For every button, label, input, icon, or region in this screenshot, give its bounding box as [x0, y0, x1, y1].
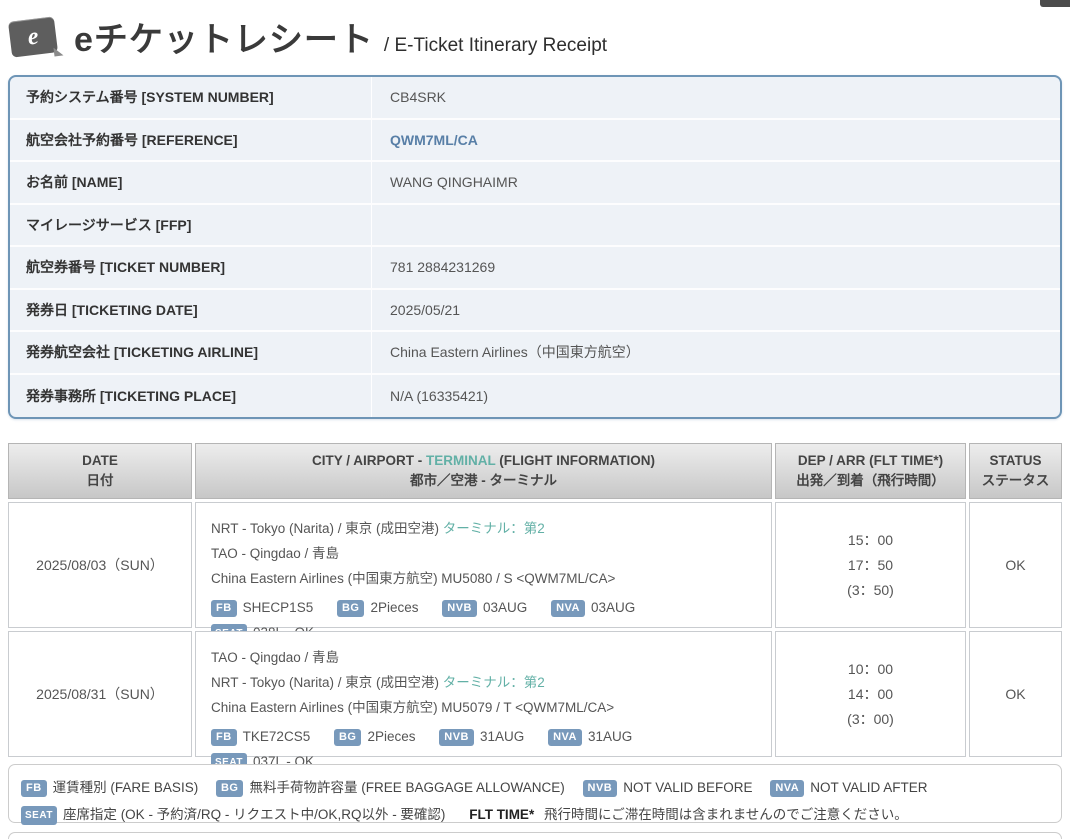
page-title-ja: eチケットレシート: [74, 21, 374, 59]
nva-legend-text: NOT VALID AFTER: [810, 780, 928, 795]
seat-legend-text: 座席指定 (OK - 予約済/RQ - リクエスト中/OK,RQ以外 - 要確認…: [62, 807, 446, 822]
baggage-value: 2Pieces: [367, 729, 416, 744]
departure-time: 10：00: [847, 660, 894, 677]
nva-value: 03AUG: [590, 600, 636, 615]
flight-2-info: TAO - Qingdao / 青島 NRT - Tokyo (Narita) …: [195, 631, 772, 772]
flight-2-times: 10：00 14：00 (3：00): [775, 631, 966, 757]
info-value: N/A (16335421): [390, 387, 489, 404]
bg-badge: BG: [215, 780, 244, 797]
info-label: 航空会社予約番号 [REFERENCE]: [10, 119, 372, 160]
info-value: CB4SRK: [390, 89, 447, 106]
col-header-deparr-en: DEP / ARR (FLT TIME*): [797, 453, 944, 468]
info-row-reference: 航空会社予約番号 [REFERENCE] QWM7ML/CA: [10, 119, 1060, 162]
col-header-deparr-ja: 出発／到着（飛行時間）: [796, 473, 945, 488]
flight-1-status: OK: [969, 502, 1062, 628]
col-header-city: CITY / AIRPORT - TERMINAL (FLIGHT INFORM…: [195, 443, 772, 499]
info-row-system-number: 予約システム番号 [SYSTEM NUMBER] CB4SRK: [10, 77, 1060, 120]
terminal-highlight: TERMINAL: [426, 453, 496, 468]
fare-basis-value: SHECP1S5: [242, 600, 314, 615]
page-header: e eチケットレシート / E-Ticket Itinerary Receipt: [7, 12, 608, 61]
flight-2-status: OK: [969, 631, 1062, 757]
info-row-name: お名前 [NAME] WANG QINGHAIMR: [10, 162, 1060, 205]
info-label: 発券日 [TICKETING DATE]: [10, 289, 372, 330]
flight-time: (3：50): [847, 581, 894, 598]
eticket-logo-letter: e: [26, 22, 40, 51]
fb-badge: FB: [211, 600, 237, 617]
flight-1-times: 15：00 17：50 (3：50): [775, 502, 966, 628]
arrival-time: 17：50: [847, 556, 894, 573]
info-label: 予約システム番号 [SYSTEM NUMBER]: [10, 77, 372, 118]
baggage-value: 2Pieces: [370, 600, 419, 615]
col-header-deparr: DEP / ARR (FLT TIME*) 出発／到着（飛行時間）: [775, 443, 966, 499]
info-row-ffp: マイレージサービス [FFP]: [10, 204, 1060, 247]
nvb-badge: NVB: [439, 729, 475, 746]
col-header-city-en: CITY / AIRPORT - TERMINAL (FLIGHT INFORM…: [312, 453, 655, 468]
fb-badge: FB: [211, 729, 237, 746]
bg-badge: BG: [336, 600, 365, 617]
flight-time: (3：00): [847, 710, 894, 727]
legend-line-1: FB 運賃種別 (FARE BASIS) BG 無料手荷物許容量 (FREE BAG…: [21, 774, 1049, 801]
info-label: 発券航空会社 [TICKETING AIRLINE]: [10, 332, 372, 373]
nvb-value: 31AUG: [480, 729, 525, 744]
col-header-city-ja: 都市／空港 - ターミナル: [410, 473, 557, 488]
nva-value: 31AUG: [587, 729, 633, 744]
flight-2-date: 2025/08/31（SUN）: [8, 631, 192, 757]
nva-badge: NVA: [548, 729, 582, 746]
booking-info-table: 予約システム番号 [SYSTEM NUMBER] CB4SRK 航空会社予約番号…: [8, 75, 1062, 419]
bg-legend-text: 無料手荷物許容量 (FREE BAGGAGE ALLOWANCE): [249, 780, 565, 795]
info-label: 航空券番号 [TICKET NUMBER]: [10, 247, 372, 288]
fare-basis-value: TKE72CS5: [242, 729, 311, 744]
flight-2-airline-flightno: China Eastern Airlines (中国東方航空) MU5079 /…: [211, 700, 615, 715]
nvb-badge: NVB: [582, 780, 618, 797]
col-header-status-ja: ステータス: [981, 473, 1050, 488]
flight-1-airline-flightno: China Eastern Airlines (中国東方航空) MU5080 /…: [211, 571, 616, 586]
eticket-logo-icon: e: [7, 16, 59, 58]
arrival-time: 14：00: [847, 685, 894, 702]
nvb-value: 03AUG: [483, 600, 528, 615]
col-header-status-en: STATUS: [989, 453, 1042, 468]
info-label: お名前 [NAME]: [10, 162, 372, 203]
page-title-en: / E-Ticket Itinerary Receipt: [383, 35, 608, 56]
col-header-date: DATE 日付: [8, 443, 192, 499]
seat-badge: SEAT: [21, 806, 57, 825]
nva-badge: NVA: [770, 780, 805, 797]
fb-badge: FB: [21, 780, 47, 797]
info-value: 781 2884231269: [390, 259, 496, 276]
info-label: 発券事務所 [TICKETING PLACE]: [10, 374, 372, 417]
legend-box: FB 運賃種別 (FARE BASIS) BG 無料手荷物許容量 (FREE BAG…: [8, 764, 1062, 825]
terminal-info: ターミナル：第2: [442, 675, 545, 690]
info-label: マイレージサービス [FFP]: [10, 204, 372, 245]
flt-time-note-label: FLT TIME*: [469, 807, 535, 822]
flight-2-origin: TAO - Qingdao / 青島: [211, 650, 340, 665]
flight-1-info: NRT - Tokyo (Narita) / 東京 (成田空港) ターミナル：第…: [195, 502, 772, 643]
window-corner-artifact: [1040, 0, 1070, 7]
departure-time: 15：00: [847, 531, 894, 548]
info-row-ticket-number: 航空券番号 [TICKET NUMBER] 781 2884231269: [10, 247, 1060, 290]
nva-badge: NVA: [551, 600, 585, 617]
info-value: 2025/05/21: [390, 301, 461, 318]
flight-1-destination: TAO - Qingdao / 青島: [211, 546, 340, 561]
flight-table: DATE 日付 CITY / AIRPORT - TERMINAL (FLIGH…: [8, 443, 1063, 772]
flight-1-origin: NRT - Tokyo (Narita) / 東京 (成田空港) ターミナル：第…: [211, 521, 545, 536]
flt-time-note-text: 飛行時間にご滞在時間は含まれませんのでご注意ください。: [543, 807, 908, 822]
fb-legend-text: 運賃種別 (FARE BASIS): [52, 780, 199, 795]
col-header-date-ja: 日付: [86, 473, 114, 488]
legend-line-2: SEAT 座席指定 (OK - 予約済/RQ - リクエスト中/OK,RQ以外 -…: [21, 801, 1049, 828]
info-row-ticketing-date: 発券日 [TICKETING DATE] 2025/05/21: [10, 289, 1060, 332]
col-header-status: STATUS ステータス: [969, 443, 1062, 499]
nvb-badge: NVB: [442, 600, 478, 617]
info-value: China Eastern Airlines（中国東方航空）: [390, 344, 640, 361]
nvb-legend-text: NOT VALID BEFORE: [623, 780, 753, 795]
next-section-partial: [8, 832, 1062, 839]
col-header-date-en: DATE: [82, 453, 118, 468]
bg-badge: BG: [333, 729, 362, 746]
terminal-info: ターミナル：第2: [442, 521, 545, 536]
info-row-ticketing-place: 発券事務所 [TICKETING PLACE] N/A (16335421): [10, 374, 1060, 417]
flight-2-destination: NRT - Tokyo (Narita) / 東京 (成田空港) ターミナル：第…: [211, 675, 545, 690]
info-row-ticketing-airline: 発券航空会社 [TICKETING AIRLINE] China Eastern…: [10, 332, 1060, 375]
reference-link[interactable]: QWM7ML/CA: [390, 131, 478, 148]
flight-1-date: 2025/08/03（SUN）: [8, 502, 192, 628]
info-value: WANG QINGHAIMR: [390, 174, 518, 191]
